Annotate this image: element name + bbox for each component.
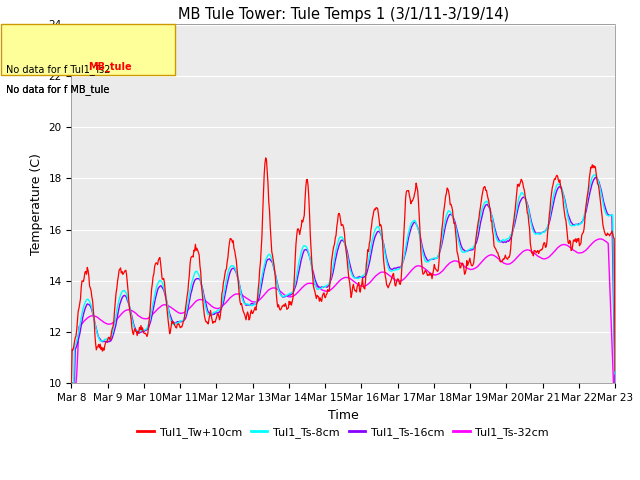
Text: No data for f MB_tule: No data for f MB_tule xyxy=(6,84,109,95)
Text: No data for f MB_tule: No data for f MB_tule xyxy=(6,84,109,95)
Legend: Tul1_Tw+10cm, Tul1_Ts-8cm, Tul1_Ts-16cm, Tul1_Ts-32cm: Tul1_Tw+10cm, Tul1_Ts-8cm, Tul1_Ts-16cm,… xyxy=(133,422,554,442)
Text: No data for f Tul1_Ts2: No data for f Tul1_Ts2 xyxy=(6,64,111,75)
Text: MB_tule: MB_tule xyxy=(88,62,131,72)
Title: MB Tule Tower: Tule Temps 1 (3/1/11-3/19/14): MB Tule Tower: Tule Temps 1 (3/1/11-3/19… xyxy=(178,7,509,22)
Text: No data for f Tul1_Tw2: No data for f Tul1_Tw2 xyxy=(6,44,113,55)
Y-axis label: Temperature (C): Temperature (C) xyxy=(30,153,43,255)
Text: No data for f Tul1_Tw4: No data for f Tul1_Tw4 xyxy=(6,24,113,36)
X-axis label: Time: Time xyxy=(328,408,358,421)
FancyBboxPatch shape xyxy=(1,24,175,75)
Text: No data for f Tul1_Ts2: No data for f Tul1_Ts2 xyxy=(6,64,111,75)
